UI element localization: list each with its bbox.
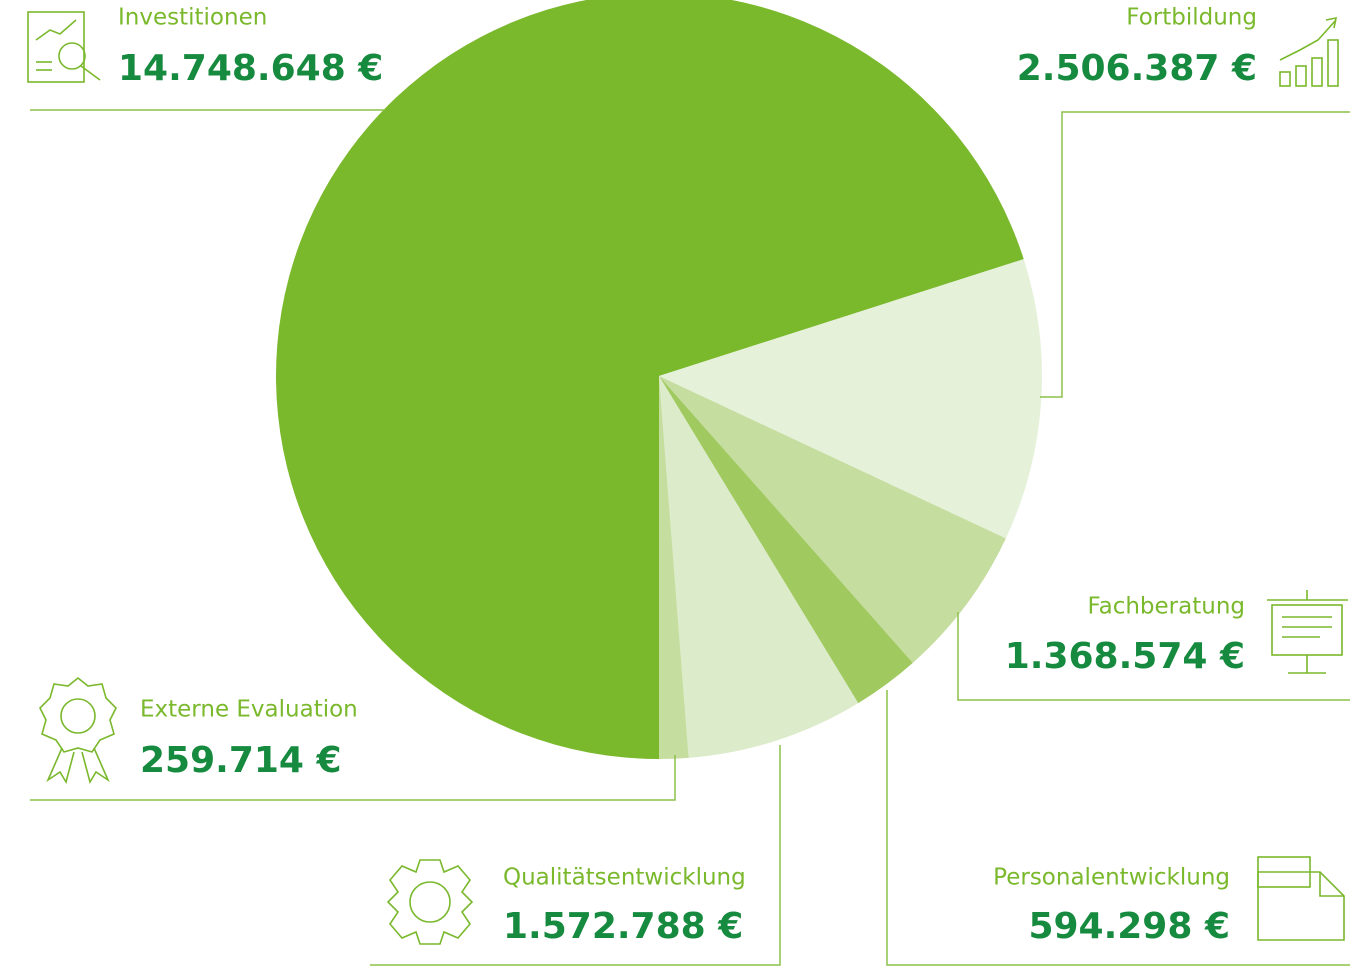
slice-label: Fachberatung (1087, 594, 1245, 620)
leader-line (370, 745, 781, 966)
slice-label: Qualitätsentwicklung (503, 865, 746, 891)
leader-line (30, 755, 676, 801)
icon-award (39, 676, 117, 785)
slice-label: Investitionen (118, 5, 267, 31)
icon-growth (1279, 16, 1339, 87)
slice-value: 14.748.648 € (118, 48, 383, 89)
slice-value: 1.572.788 € (503, 906, 743, 947)
icon-gear (386, 859, 474, 945)
leader-line (886, 690, 1350, 966)
slice-value: 594.298 € (1028, 906, 1230, 947)
labels: Investitionen 14.748.648 € Fortbildung 2.50… (118, 5, 1257, 948)
icon-report (27, 11, 101, 83)
leader-line (1040, 111, 1350, 398)
pie-slice (659, 376, 913, 704)
slice-label: Externe Evaluation (140, 697, 358, 723)
pie-slice (276, 0, 1024, 759)
pie-slice (659, 376, 1006, 663)
slice-value: 2.506.387 € (1017, 48, 1257, 89)
leader-lines (30, 109, 1350, 966)
icons (27, 11, 1348, 945)
pie-slice (659, 376, 689, 759)
icon-presentation (1267, 590, 1348, 674)
slice-label: Fortbildung (1126, 5, 1257, 31)
slice-label: Personalentwicklung (993, 865, 1230, 891)
pie (276, 0, 1042, 759)
icon-documents (1257, 856, 1345, 941)
slice-value: 259.714 € (140, 740, 342, 781)
pie-slice (659, 259, 1042, 539)
slice-value: 1.368.574 € (1005, 636, 1245, 677)
pie-slice (659, 376, 859, 758)
leader-line (957, 612, 1350, 701)
